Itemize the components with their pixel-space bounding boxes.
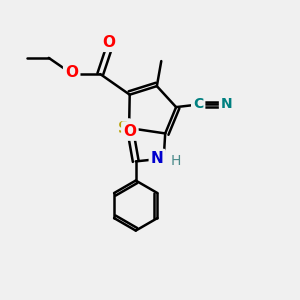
Text: O: O <box>65 65 78 80</box>
Text: N: N <box>221 97 232 111</box>
Text: O: O <box>123 124 136 139</box>
Text: O: O <box>103 35 116 50</box>
Text: N: N <box>151 151 164 166</box>
Text: S: S <box>118 121 129 136</box>
Text: H: H <box>171 154 181 168</box>
Text: C: C <box>193 97 203 111</box>
